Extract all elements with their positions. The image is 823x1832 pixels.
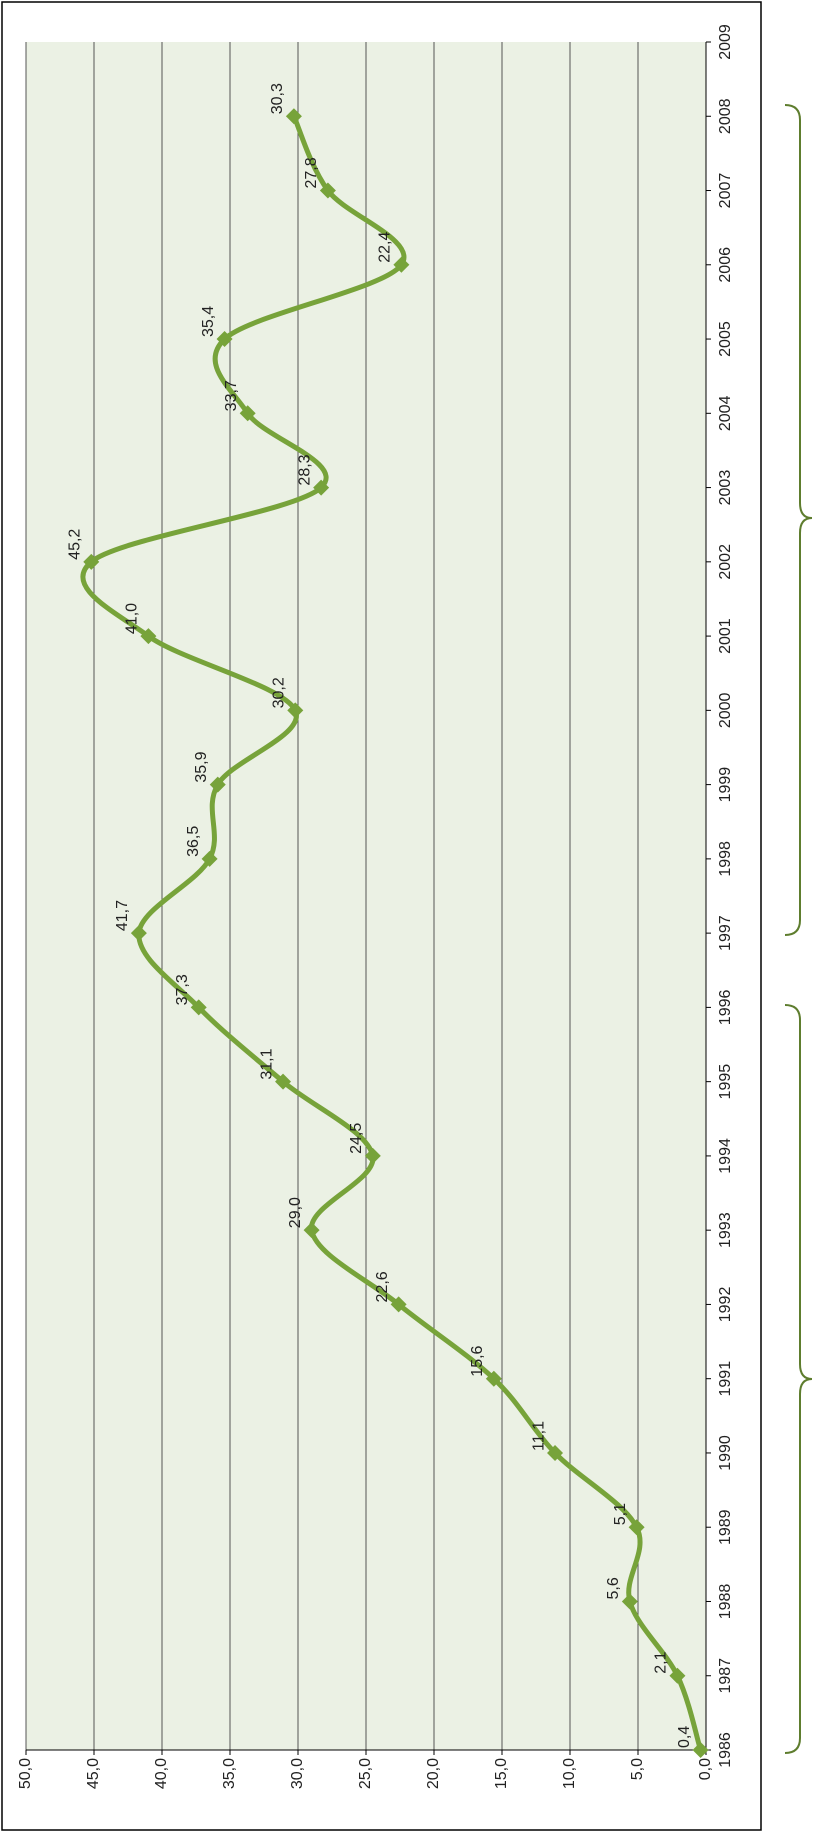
y-tick-label: 20,0 (425, 1758, 442, 1789)
data-point (130, 925, 147, 942)
data-point (287, 702, 304, 719)
data-label: 30,2 (270, 677, 287, 708)
x-tick-label: 2000 (717, 692, 734, 728)
y-tick-label: 25,0 (357, 1758, 374, 1789)
data-point (390, 1296, 407, 1313)
data-point (313, 479, 330, 496)
data-point (303, 1222, 320, 1239)
x-tick-label: 2008 (717, 98, 734, 134)
data-point (621, 1593, 638, 1610)
chart-body: 0,0 5,0 10,0 15,0 20,0 25,0 30,0 35,0 40,0 45,0 50… (1, 1, 762, 1831)
data-point (669, 1667, 686, 1684)
data-label: 33,7 (223, 380, 240, 411)
x-tick-label: 1994 (717, 1138, 734, 1174)
y-tick-label: 30,0 (289, 1758, 306, 1789)
data-point (393, 256, 410, 273)
data-point (209, 776, 226, 793)
data-point (239, 405, 256, 422)
data-point (216, 331, 233, 348)
x-tick-label: 1986 (717, 1732, 734, 1768)
data-label: 2,1 (653, 1651, 670, 1673)
x-tick-label: 1990 (717, 1435, 734, 1471)
data-point (275, 1073, 292, 1090)
x-tick-label: 2003 (717, 470, 734, 506)
data-label: 0,4 (676, 1726, 693, 1748)
x-tick-label: 1989 (717, 1509, 734, 1545)
data-label: 41,7 (114, 900, 131, 931)
x-tick-label: 1995 (717, 1064, 734, 1100)
x-tick-label: 2006 (717, 247, 734, 283)
data-label: 5,6 (605, 1577, 622, 1599)
data-point (485, 1370, 502, 1387)
data-label: 28,3 (296, 454, 313, 485)
data-label: 5,1 (612, 1503, 629, 1525)
x-tick-label: 2005 (717, 321, 734, 357)
data-label: 37,3 (174, 974, 191, 1005)
data-point (547, 1444, 564, 1461)
x-tick-label: 1988 (717, 1584, 734, 1620)
data-label: 30,3 (269, 83, 286, 114)
data-point (83, 553, 100, 570)
data-label: 45,2 (66, 529, 83, 560)
data-point (319, 182, 336, 199)
data-point (140, 628, 157, 645)
data-label: 27,8 (303, 157, 320, 188)
data-point (201, 850, 218, 867)
data-label: 35,9 (193, 751, 210, 782)
data-label: 29,0 (287, 1197, 304, 1228)
data-label: 35,4 (200, 306, 217, 337)
x-tick-label: 2004 (717, 395, 734, 431)
x-tick-label: 1996 (717, 989, 734, 1025)
x-tick-label: 1987 (717, 1658, 734, 1694)
data-point (190, 999, 207, 1016)
data-label: 15,6 (469, 1345, 486, 1376)
x-tick-label: 2007 (717, 173, 734, 209)
x-tick-label: 1992 (717, 1287, 734, 1323)
data-line (80, 115, 703, 1751)
y-tick-label: 50,0 (17, 1758, 34, 1789)
y-tick-label: 45,0 (85, 1758, 102, 1789)
data-label: 24,5 (348, 1123, 365, 1154)
data-label: 22,4 (377, 232, 394, 263)
x-tick-label: 1991 (717, 1361, 734, 1397)
y-tick-label: 15,0 (493, 1758, 510, 1789)
brace (784, 1004, 813, 1754)
data-label: 36,5 (185, 826, 202, 857)
y-tick-label: 35,0 (221, 1758, 238, 1789)
data-point (285, 108, 302, 125)
x-tick-label: 1993 (717, 1212, 734, 1248)
x-tick-label: 1998 (717, 841, 734, 877)
y-tick-label: 5,0 (629, 1758, 646, 1780)
data-label: 31,1 (258, 1048, 275, 1079)
x-tick-label: 1999 (717, 767, 734, 803)
data-label: 41,0 (124, 603, 141, 634)
data-label: 11,1 (530, 1421, 547, 1451)
data-point (628, 1519, 645, 1536)
brace (784, 104, 813, 936)
x-tick-label: 2001 (717, 618, 734, 654)
y-tick-label: 10,0 (561, 1758, 578, 1789)
y-tick-label: 40,0 (153, 1758, 170, 1789)
x-tick-label: 2009 (717, 24, 734, 60)
data-point (692, 1742, 709, 1758)
x-tick-label: 2002 (717, 544, 734, 580)
data-label: 22,6 (374, 1271, 391, 1302)
x-tick-label: 1997 (717, 915, 734, 951)
y-tick-label: 0,0 (697, 1758, 714, 1780)
